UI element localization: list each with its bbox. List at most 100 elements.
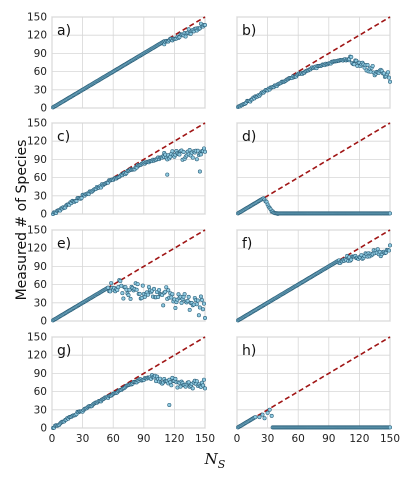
x-tick-label: 60 (107, 433, 120, 445)
data-point (385, 70, 390, 75)
y-tick-label: 30 (34, 297, 47, 309)
data-point (146, 284, 151, 289)
data-point (161, 303, 166, 308)
data-point (121, 296, 126, 301)
data-point (167, 402, 172, 407)
y-tick-label: 90 (34, 48, 47, 60)
data-point (201, 377, 206, 382)
identity-reference-line (51, 229, 206, 322)
data-point (182, 292, 187, 297)
data-point (387, 79, 392, 84)
x-tick-label: 120 (164, 433, 184, 445)
data-point (164, 285, 169, 290)
data-point (134, 287, 139, 292)
panel-label: f) (242, 236, 252, 252)
data-point (386, 248, 391, 253)
identity-reference-line (51, 122, 206, 215)
identity-reference-line (236, 16, 391, 109)
data-point (260, 412, 265, 417)
data-point (370, 63, 375, 68)
data-point (109, 281, 114, 286)
y-tick-label: 60 (34, 386, 47, 398)
data-point (199, 298, 204, 303)
panel-label: a) (57, 23, 71, 39)
data-point (265, 410, 270, 415)
data-point (267, 407, 272, 412)
x-tick-label: 90 (137, 433, 150, 445)
panel-h: 0 30 60 90 120 150 h) (234, 336, 400, 445)
data-point (387, 243, 392, 248)
data-point (200, 307, 205, 312)
data-point (194, 379, 199, 384)
x-tick-label: 150 (380, 433, 400, 445)
x-tick-label: 0 (49, 433, 56, 445)
data-point (170, 292, 175, 297)
data-point (170, 149, 175, 154)
data-point (365, 63, 370, 68)
data-point (203, 315, 208, 320)
data-point (127, 287, 132, 292)
panel-label: b) (242, 23, 256, 39)
data-point (128, 296, 133, 301)
panel-label: c) (57, 129, 70, 145)
data-point (137, 291, 142, 296)
data-point (157, 287, 162, 292)
panels: 0 30 60 90 120 150 a) b) 0 30 60 90 120 150 c) d) 0 30 60 9… (27, 12, 400, 446)
data-point (201, 301, 206, 306)
data-point (269, 413, 274, 418)
x-tick-label: 150 (195, 433, 215, 445)
y-tick-label: 150 (27, 118, 47, 130)
y-axis-label: Measured # of Species (14, 140, 30, 301)
y-tick-label: 120 (27, 350, 47, 362)
data-point (181, 149, 186, 154)
y-tick-label: 30 (34, 84, 47, 96)
data-point (262, 416, 267, 421)
data-point (169, 383, 174, 388)
y-tick-label: 60 (34, 279, 47, 291)
panel-a: 0 30 60 90 120 150 a) (27, 12, 208, 115)
panel-label: e) (57, 236, 71, 252)
data-point (352, 62, 357, 67)
identity-reference-line (236, 122, 391, 215)
y-tick-label: 60 (34, 172, 47, 184)
y-tick-label: 90 (34, 154, 47, 166)
data-point (190, 155, 195, 160)
y-tick-label: 30 (34, 404, 47, 416)
data-point (387, 425, 392, 430)
data-point (194, 302, 199, 307)
x-axis-label-main: N (204, 450, 219, 468)
data-point (190, 386, 195, 391)
x-axis-label-subscript: S (218, 458, 226, 471)
data-point (185, 298, 190, 303)
data-point (179, 300, 184, 305)
data-point (195, 148, 200, 153)
data-point (257, 415, 262, 420)
data-point (118, 279, 123, 284)
panel-g: 0 30 60 90 120 150 0 30 60 90 120 150 g) (27, 332, 215, 446)
data-point (195, 298, 200, 303)
y-tick-label: 90 (34, 368, 47, 380)
y-tick-label: 60 (34, 66, 47, 78)
y-tick-label: 0 (40, 103, 47, 115)
data-point (177, 152, 182, 157)
data-point (187, 148, 192, 153)
data-point (201, 146, 206, 151)
y-tick-label: 150 (27, 332, 47, 344)
data-point (386, 75, 391, 80)
x-tick-label: 30 (76, 433, 89, 445)
data-point (165, 172, 170, 177)
panel-d: d) (236, 122, 392, 216)
data-point (198, 152, 203, 157)
y-tick-label: 120 (27, 136, 47, 148)
data-point (186, 294, 191, 299)
data-point (197, 305, 202, 310)
data-point (140, 283, 145, 288)
data-point (156, 295, 161, 300)
y-tick-label: 150 (27, 12, 47, 24)
data-point (349, 54, 354, 59)
panel-label: g) (57, 343, 71, 359)
x-tick-label: 30 (261, 433, 274, 445)
data-point (375, 247, 380, 252)
data-point (203, 23, 208, 28)
data-point (145, 292, 150, 297)
